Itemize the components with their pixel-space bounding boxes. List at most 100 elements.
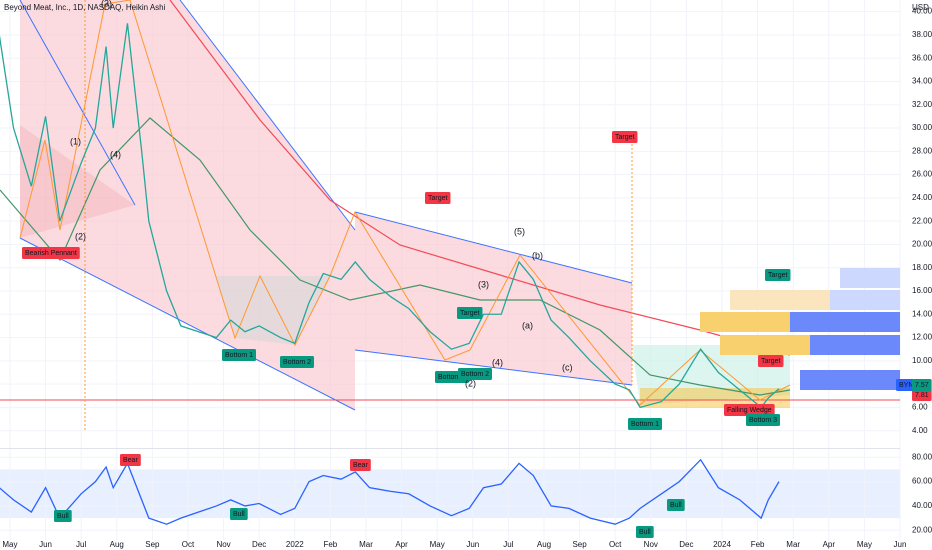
annotation-label: Bottom 2	[283, 359, 311, 366]
annotation-label: Bear	[353, 462, 368, 469]
x-tick-label: Apr	[823, 540, 836, 549]
annotation-box	[230, 508, 248, 520]
x-tick-label: May	[430, 540, 445, 549]
y-tick-label: 38.00	[912, 30, 932, 39]
y-tick-label: 32.00	[912, 100, 932, 109]
annotation: Bear	[350, 459, 371, 471]
annotation: Bear	[120, 454, 141, 466]
annotation-box	[746, 414, 781, 426]
x-tick-label: Jul	[76, 540, 86, 549]
rsi-tick-label: 40.00	[912, 501, 932, 510]
annotation: Target	[758, 355, 784, 367]
annotation-box	[912, 389, 932, 401]
annotation: Bottom 2	[458, 368, 493, 380]
wave-label: (2)	[465, 378, 476, 388]
volume-profile	[800, 370, 900, 390]
x-tick-label: Feb	[751, 540, 765, 549]
annotation-box	[765, 269, 791, 281]
double-bottom	[215, 276, 330, 345]
annotation: Bottom 1	[222, 349, 257, 361]
rsi-tick-label: 80.00	[912, 452, 932, 461]
x-tick-label: Aug	[110, 540, 124, 549]
annotation-label: Falling Wedge	[727, 407, 772, 414]
x-tick-label: Mar	[359, 540, 373, 549]
x-tick-label: Jun	[894, 540, 907, 549]
channel	[355, 212, 632, 385]
annotation-label: Target	[768, 272, 788, 279]
annotation: 7.81	[912, 389, 932, 401]
y-tick-label: 4.00	[912, 426, 928, 435]
annotation-label: 7.81	[915, 392, 929, 399]
annotation-label: Bull	[639, 529, 651, 536]
annotation-label: Bearish Pennant	[25, 250, 77, 257]
annotation: Bottom 1	[628, 418, 663, 430]
annotation: Target	[765, 269, 791, 281]
annotation-box	[120, 454, 141, 466]
annotation-label: Target	[460, 310, 480, 317]
x-tick-label: Nov	[644, 540, 658, 549]
currency: USD	[912, 3, 929, 12]
annotation-label: Bottom 1	[631, 421, 659, 428]
trendline	[19, 0, 136, 206]
annotation-label: 7.57	[915, 382, 929, 389]
annotation-box	[667, 499, 685, 511]
volume-profile	[700, 312, 790, 332]
price-line	[0, 23, 780, 409]
x-tick-label: May	[2, 540, 17, 549]
annotation-box	[724, 404, 775, 416]
annotation-box	[628, 418, 663, 430]
annotation-box	[54, 510, 72, 522]
x-tick-label: Dec	[252, 540, 266, 549]
trendline	[179, 0, 356, 231]
annotation: Bull	[667, 499, 685, 511]
annotation: 7.57	[912, 379, 932, 391]
rsi-band	[0, 469, 900, 519]
y-tick-label: 34.00	[912, 77, 932, 86]
wave-label: (b)	[532, 250, 543, 260]
annotation-label: Bottom 2	[461, 371, 489, 378]
annotation-label: Target	[761, 358, 781, 365]
x-tick-label: Aug	[537, 540, 551, 549]
y-tick-label: 26.00	[912, 170, 932, 179]
volume-profile	[720, 335, 810, 355]
wave-label: (3)	[101, 0, 112, 8]
pennant	[20, 125, 135, 238]
x-tick-label: Nov	[216, 540, 230, 549]
y-tick-label: 30.00	[912, 123, 932, 132]
x-tick-label: May	[857, 540, 872, 549]
rsi-tick-label: 60.00	[912, 477, 932, 486]
annotation-label: Bull	[233, 511, 245, 518]
y-tick-label: 20.00	[912, 240, 932, 249]
annotation-box	[612, 131, 638, 143]
rsi-tick-label: 20.00	[912, 525, 932, 534]
wave-label: (3)	[478, 279, 489, 289]
zone	[640, 388, 790, 408]
annotation-box	[457, 307, 483, 319]
x-tick-label: Mar	[786, 540, 800, 549]
annotation-label: Bottom 1	[438, 374, 466, 381]
annotation: Bottom 3	[746, 414, 781, 426]
wave-label: (4)	[110, 149, 121, 159]
pattern-overlays	[0, 0, 900, 430]
x-tick-label: Oct	[182, 540, 195, 549]
x-tick-label: Apr	[395, 540, 408, 549]
annotation: Bottom 2	[280, 356, 315, 368]
annotation-box	[222, 349, 257, 361]
annotation: Bull	[636, 526, 654, 538]
annotation-label: BYND	[899, 382, 918, 389]
annotation-label: Target	[615, 134, 635, 141]
x-tick-label: Sep	[572, 540, 587, 549]
wave-label: (4)	[492, 357, 503, 367]
annotation: Target	[425, 192, 451, 204]
annotation-box	[912, 379, 932, 391]
volume-profile	[840, 268, 900, 288]
wave-label: (c)	[562, 362, 573, 372]
y-tick-label: 6.00	[912, 403, 928, 412]
annotation: Target	[457, 307, 483, 319]
y-tick-label: 22.00	[912, 216, 932, 225]
wave-label: (2)	[75, 231, 86, 241]
x-tick-label: Jun	[39, 540, 52, 549]
x-tick-label: Jul	[503, 540, 513, 549]
y-tick-label: 28.00	[912, 146, 932, 155]
annotation-label: Bottom 1	[225, 352, 253, 359]
